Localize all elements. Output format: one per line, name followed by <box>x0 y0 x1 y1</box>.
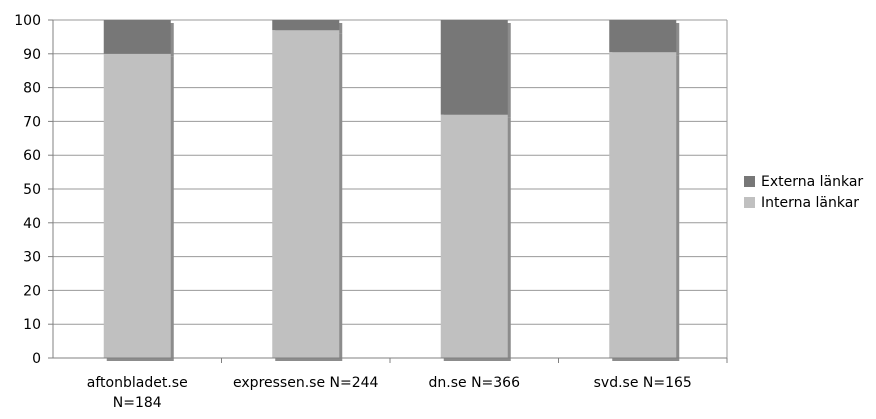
legend: Externa länkar Interna länkar <box>744 171 863 213</box>
bar-segment-externa <box>440 20 508 115</box>
bar-segment-externa <box>609 20 677 53</box>
x-category-label: svd.se N=165 <box>594 375 692 391</box>
legend-swatch-externa <box>744 176 755 187</box>
bar-segment-interna <box>272 30 340 358</box>
x-category-label: dn.se N=366 <box>429 375 521 391</box>
bar-segment-interna <box>609 52 677 359</box>
bar-segment-interna <box>103 53 171 359</box>
x-category-label: N=184 <box>113 395 162 411</box>
axes <box>48 19 728 363</box>
x-category-labels: aftonbladet.se N=184 expressen.se N=244 dn.… <box>87 375 692 411</box>
legend-item-interna: Interna länkar <box>744 192 863 213</box>
y-tick-label: 60 <box>23 148 41 164</box>
y-tick-label: 40 <box>23 216 41 232</box>
y-tick-label: 80 <box>23 81 41 97</box>
y-tick-label: 10 <box>23 317 41 333</box>
y-tick-label: 0 <box>32 351 41 367</box>
legend-label-externa: Externa länkar <box>761 173 864 190</box>
bar-segment-externa <box>103 20 171 54</box>
y-tick-label: 20 <box>23 283 41 299</box>
x-category-label: aftonbladet.se <box>87 375 188 391</box>
bar-segment-interna <box>440 114 508 358</box>
x-category-label: expressen.se N=244 <box>233 375 379 391</box>
y-tick-labels: 0 10 20 30 40 50 60 70 80 90 100 <box>14 13 41 367</box>
y-tick-label: 30 <box>23 250 41 266</box>
y-tick-label: 50 <box>23 182 41 198</box>
legend-label-interna: Interna länkar <box>761 194 860 211</box>
y-tick-label: 90 <box>23 47 41 63</box>
bar-segment-externa <box>272 20 340 31</box>
legend-swatch-interna <box>744 197 755 208</box>
bars <box>103 20 680 362</box>
legend-item-externa: Externa länkar <box>744 171 863 192</box>
y-tick-label: 100 <box>14 13 41 29</box>
y-tick-label: 70 <box>23 114 41 130</box>
